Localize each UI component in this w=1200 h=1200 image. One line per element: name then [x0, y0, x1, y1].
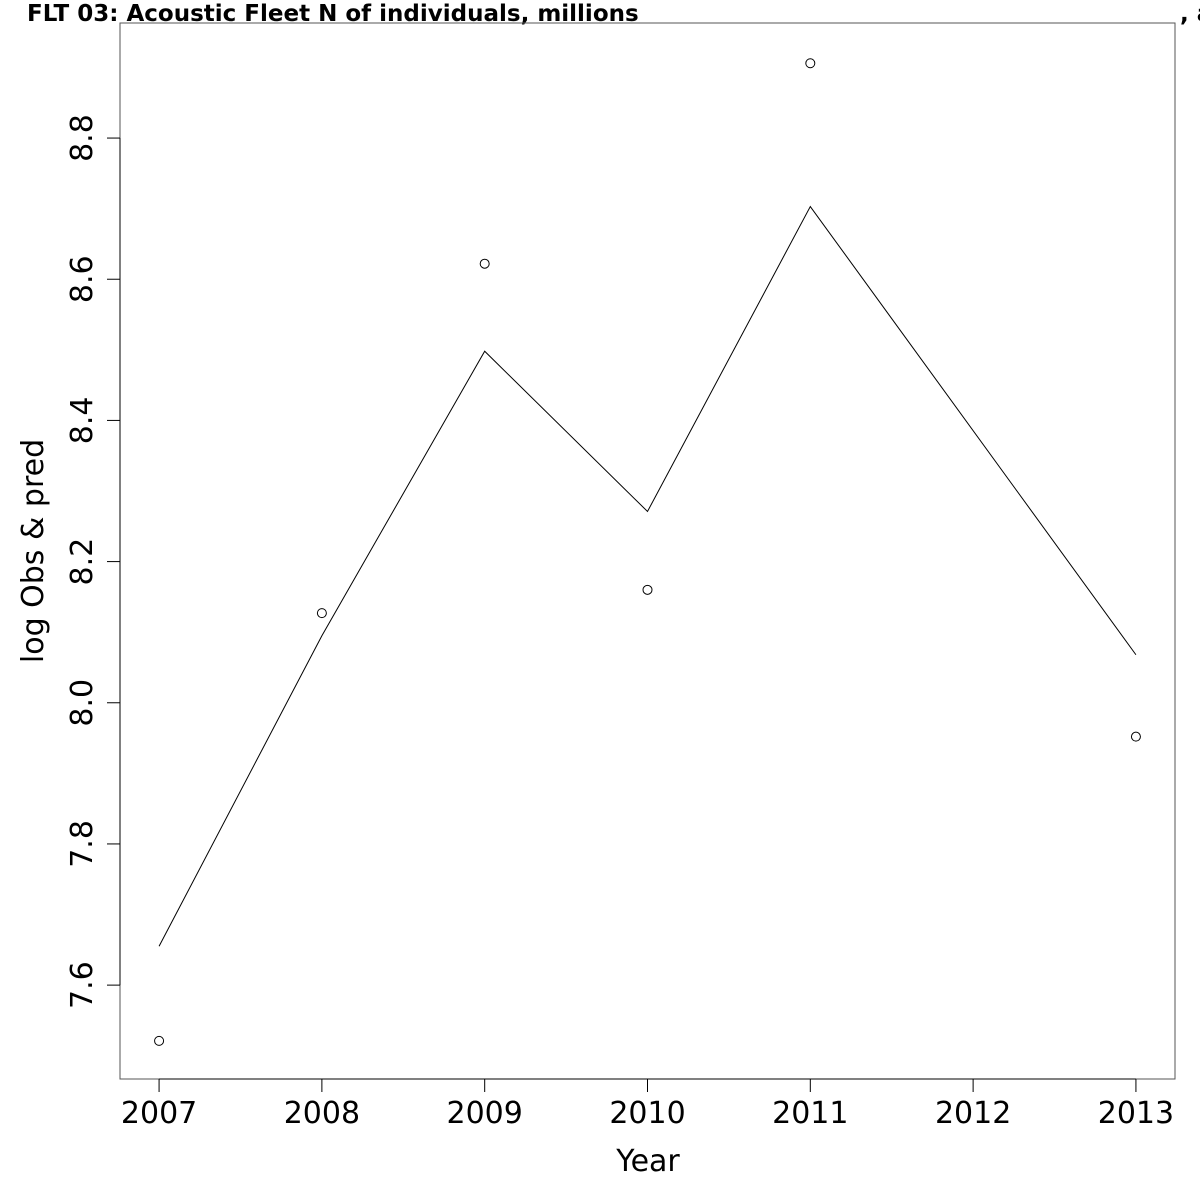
predicted-line: [158, 205, 1137, 947]
x-tick-label: 2011: [772, 1096, 848, 1131]
y-tick-label: 7.8: [65, 820, 100, 868]
series-layer: [154, 58, 1141, 1046]
x-axis: 2007 2008 2009 2010 2011 2012 2013: [121, 1078, 1174, 1131]
observed-point: [316, 608, 327, 619]
y-tick-label: 8.0: [65, 679, 100, 727]
chart-title-suffix: , a: [1180, 1, 1200, 27]
x-tick-label: 2007: [121, 1096, 197, 1131]
y-tick-label: 8.2: [65, 538, 100, 586]
y-axis: 7.6 7.8 8.0 8.2 8.4 8.6 8.8: [65, 114, 121, 1009]
y-axis-label: log Obs & pred: [16, 439, 51, 663]
x-tick-label: 2008: [284, 1096, 360, 1131]
x-axis-label: Year: [615, 1144, 680, 1179]
observed-point: [479, 258, 490, 269]
y-tick-label: 8.6: [65, 255, 100, 303]
observed-point: [154, 1035, 165, 1046]
observed-point: [805, 58, 816, 69]
observed-point: [642, 584, 653, 595]
y-tick-label: 7.6: [65, 961, 100, 1009]
x-tick-label: 2012: [935, 1096, 1011, 1131]
y-tick-label: 8.4: [65, 397, 100, 445]
x-tick-label: 2010: [609, 1096, 685, 1131]
y-tick-label: 8.8: [65, 114, 100, 162]
x-tick-label: 2013: [1098, 1096, 1174, 1131]
x-tick-label: 2009: [447, 1096, 523, 1131]
observed-point: [1130, 731, 1141, 742]
plot-frame: [119, 22, 1176, 1080]
